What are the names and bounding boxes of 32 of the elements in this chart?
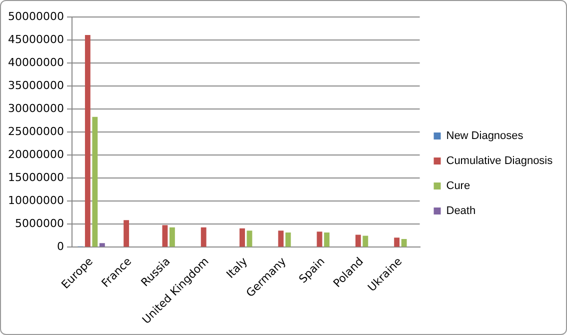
y-tick-label: 10000000 <box>8 194 64 208</box>
bar <box>401 238 407 247</box>
bar <box>162 225 168 247</box>
bar <box>355 234 361 247</box>
bar <box>124 220 130 247</box>
bar <box>394 238 400 247</box>
y-tick-label: 25000000 <box>8 124 64 138</box>
bar <box>240 228 245 247</box>
bar <box>84 34 90 247</box>
bar <box>200 227 206 247</box>
y-tick-label: 30000000 <box>8 102 64 115</box>
y-tick-label: 0 <box>56 240 64 254</box>
bar <box>362 236 368 247</box>
bar <box>285 232 291 247</box>
y-tick-label: 20000000 <box>8 148 64 161</box>
bar <box>169 227 175 247</box>
bar <box>92 116 98 247</box>
y-tick-label: 40000000 <box>8 56 64 69</box>
legend-label: Cumulative Diagnosis <box>446 155 554 168</box>
y-tick-label: 15000000 <box>8 171 64 184</box>
legend-label: Death <box>446 205 476 218</box>
bar <box>316 232 322 247</box>
y-tick-label: 5000000 <box>14 217 64 230</box>
y-tick-label: 35000000 <box>8 78 64 92</box>
y-tick-label: 45000000 <box>8 32 64 46</box>
bar <box>278 230 284 247</box>
y-tick-label: 50000000 <box>8 10 64 23</box>
legend-label: New Diagnoses <box>446 130 524 142</box>
bar <box>324 232 330 247</box>
bar <box>246 230 252 247</box>
bar <box>99 243 105 247</box>
legend-label: Cure <box>446 180 470 192</box>
